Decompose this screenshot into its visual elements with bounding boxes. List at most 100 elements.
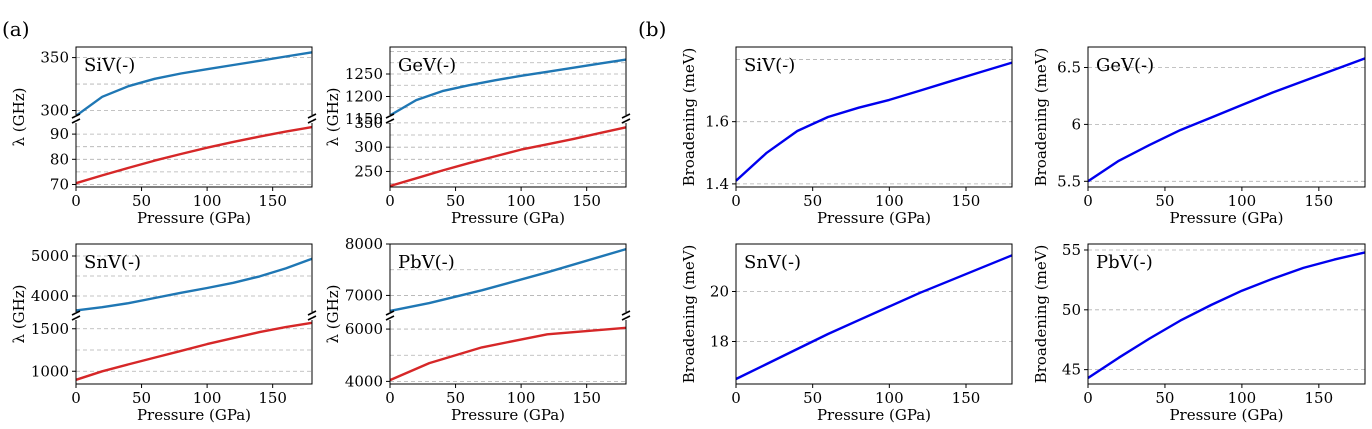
- pbv_lambda-xtick-label-1: 50: [446, 389, 465, 407]
- snv_lambda-xtick-label-0: 0: [71, 389, 81, 407]
- pbv_lambda-label: PbV(-): [398, 252, 455, 273]
- gev_lambda-break-mark-b-0: [385, 118, 395, 124]
- snv_lambda-break-mask-1: [308, 312, 316, 320]
- pbv_broadening-xtick-label-3: 150: [1305, 389, 1334, 407]
- snv_lambda-xtick-label-2: 100: [193, 389, 222, 407]
- pbv_lambda-xlabel: Pressure (GPa): [451, 406, 565, 424]
- siv_lambda-break-mark-a-1: [307, 113, 317, 119]
- pbv_lambda-break-mark-a-0: [385, 310, 395, 316]
- siv_broadening-xtick-label-3: 150: [952, 192, 981, 210]
- siv_lambda-break-mask-0: [72, 115, 80, 123]
- chart-pbv_broadening: 45 50 55 0 50 100 150 Pressure (GPa) Broadening …: [1032, 241, 1366, 424]
- siv_broadening-xtick-label-0: 0: [731, 192, 741, 210]
- snv_lambda-xtick-label-3: 150: [258, 389, 287, 407]
- chart-snv_broadening: 18 20 0 50 100 150 Pressure (GPa) Broadening (m…: [680, 243, 1013, 424]
- pbv_broadening-label: PbV(-): [1096, 252, 1153, 273]
- snv_broadening-xtick-label-2: 100: [875, 389, 904, 407]
- pbv_lambda-xtick-label-2: 100: [507, 389, 536, 407]
- gev_lambda-break-mask-0: [386, 115, 394, 123]
- pbv_lambda-lower-ytick-label-0: 4000: [345, 372, 383, 390]
- pbv_broadening-main-ytick-label-1: 50: [1062, 301, 1081, 319]
- gev_lambda-upper-ytick-label-0: 1150: [345, 110, 383, 128]
- snv_lambda-lower-series-line: [75, 321, 313, 381]
- gev_lambda-upper-ytick-label-1: 1200: [345, 88, 383, 106]
- gev_broadening-main-ytick-label-1: 6: [1071, 115, 1081, 133]
- gev_broadening-xtick-label-0: 0: [1083, 192, 1093, 210]
- gev_lambda-xlabel: Pressure (GPa): [451, 209, 565, 227]
- snv_lambda-upper-ytick-label-0: 4000: [31, 287, 69, 305]
- gev_broadening-main-ytick-label-2: 6.5: [1057, 58, 1081, 76]
- snv_lambda-lower-ytick-label-0: 1000: [31, 362, 69, 380]
- snv_broadening-xtick-label-0: 0: [731, 389, 741, 407]
- snv_lambda-break-mark-b-0: [71, 315, 81, 321]
- pbv_lambda-break-mask-0: [386, 312, 394, 320]
- pbv_lambda-break-mark-a-1: [621, 310, 631, 316]
- pbv_lambda-xtick-label-3: 150: [572, 389, 601, 407]
- siv_broadening-xtick-label-2: 100: [875, 192, 904, 210]
- gev_lambda-break-mask-1: [622, 115, 630, 123]
- snv_lambda-break-mark-a-1: [307, 310, 317, 316]
- snv_broadening-main-ytick-label-1: 20: [710, 283, 729, 301]
- gev_lambda-xtick-label-1: 50: [446, 192, 465, 210]
- gev_broadening-xtick-label-1: 50: [1155, 192, 1174, 210]
- gev_lambda-break-mark-a-0: [385, 113, 395, 119]
- gev_broadening-main-series-line: [1087, 57, 1366, 183]
- pbv_broadening-xtick-label-1: 50: [1155, 389, 1174, 407]
- chart-gev_lambda: 1150 1200 1250 250 300 350 0 50 100 150 Pressure (…: [324, 46, 631, 227]
- siv_broadening-ylabel: Broadening (meV): [680, 48, 698, 187]
- siv_lambda-upper-ytick-label-0: 300: [40, 102, 69, 120]
- chart-siv_broadening: 1.4 1.6 0 50 100 150 Pressure (GPa) Broadening …: [680, 46, 1013, 227]
- gev_lambda-upper-series-line: [389, 58, 627, 117]
- panel-label-b: (b): [638, 17, 666, 41]
- snv_broadening-plot-frame: [735, 243, 1013, 385]
- pbv_broadening-main-ytick-label-2: 55: [1062, 241, 1081, 259]
- snv_broadening-ylabel: Broadening (meV): [680, 245, 698, 384]
- siv_broadening-plot-frame: [735, 46, 1013, 188]
- gev_lambda-label: GeV(-): [398, 55, 456, 76]
- siv_broadening-xlabel: Pressure (GPa): [817, 209, 931, 227]
- pbv_lambda-upper-series-line: [389, 247, 627, 313]
- siv_lambda-xtick-label-0: 0: [71, 192, 81, 210]
- pbv_lambda-ylabel: λ (GHz): [324, 285, 342, 344]
- snv_lambda-upper-ytick-label-1: 5000: [31, 247, 69, 265]
- gev_lambda-ylabel: λ (GHz): [324, 88, 342, 147]
- gev_lambda-xtick-label-3: 150: [572, 192, 601, 210]
- pbv_broadening-xtick-label-2: 100: [1228, 389, 1257, 407]
- siv_lambda-lower-series-line: [75, 125, 313, 185]
- gev_lambda-lower-ytick-label-0: 250: [354, 162, 383, 180]
- siv_lambda-lower-ytick-label-0: 70: [50, 175, 69, 193]
- snv_lambda-break-mark-a-0: [71, 310, 81, 316]
- snv_lambda-xlabel: Pressure (GPa): [137, 406, 251, 424]
- siv_lambda-xlabel: Pressure (GPa): [137, 209, 251, 227]
- gev_broadening-plot-frame: [1087, 46, 1366, 188]
- siv_lambda-break-mark-b-0: [71, 118, 81, 124]
- chart-gev_broadening: 5.5 6 6.5 0 50 100 150 Pressure (GPa) Broadening…: [1032, 46, 1366, 227]
- pbv_lambda-break-mask-1: [622, 312, 630, 320]
- snv_lambda-lower-ytick-label-1: 1500: [31, 320, 69, 338]
- snv_broadening-main-series-line: [735, 254, 1013, 381]
- pbv_broadening-xtick-label-0: 0: [1083, 389, 1093, 407]
- siv_broadening-label: SiV(-): [744, 55, 795, 76]
- gev_lambda-lower-ytick-label-2: 350: [354, 114, 383, 132]
- snv_broadening-xtick-label-1: 50: [803, 389, 822, 407]
- siv_lambda-break-mark-a-0: [71, 113, 81, 119]
- siv_broadening-main-ytick-label-1: 1.6: [705, 113, 729, 131]
- chart-pbv_lambda: 7000 8000 4000 6000 0 50 100 150 Pressure (GPa) λ…: [324, 235, 631, 424]
- gev_broadening-xlabel: Pressure (GPa): [1169, 209, 1283, 227]
- pbv_broadening-plot-frame: [1087, 243, 1366, 385]
- charts: 300 350 70 80 90 0 50 100 150 Pressure (GPa) λ (GH…: [10, 46, 1366, 424]
- gev_broadening-xtick-label-3: 150: [1305, 192, 1334, 210]
- pbv_lambda-xtick-label-0: 0: [385, 389, 395, 407]
- gev_lambda-xtick-label-0: 0: [385, 192, 395, 210]
- chart-snv_lambda: 4000 5000 1000 1500 0 50 100 150 Pressure (GPa) λ…: [10, 243, 317, 424]
- siv_broadening-main-ytick-label-0: 1.4: [705, 175, 729, 193]
- pbv_broadening-main-series-line: [1087, 251, 1366, 380]
- siv_lambda-lower-ytick-label-2: 90: [50, 125, 69, 143]
- siv_lambda-break-mark-b-1: [307, 118, 317, 124]
- gev_broadening-main-ytick-label-0: 5.5: [1057, 172, 1081, 190]
- gev_lambda-lower-ytick-label-1: 300: [354, 138, 383, 156]
- siv_lambda-xtick-label-2: 100: [193, 192, 222, 210]
- snv_broadening-xlabel: Pressure (GPa): [817, 406, 931, 424]
- pbv_lambda-lower-series-line: [389, 326, 627, 382]
